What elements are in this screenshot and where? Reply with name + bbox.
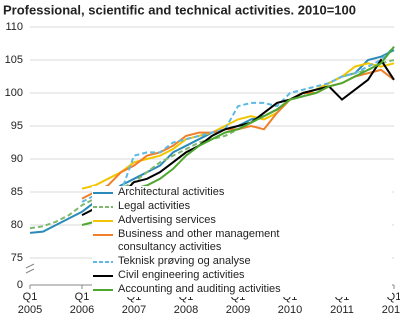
series-line	[81, 68, 395, 200]
x-tick-label: 2007	[122, 304, 146, 316]
legend-item: Teknisk prøving og analyse	[92, 255, 392, 268]
series-line	[81, 58, 395, 216]
legend-label: Advertising services	[118, 214, 216, 226]
legend-swatch	[93, 220, 113, 222]
legend-swatch	[93, 192, 113, 194]
legend-item: Legal activities	[92, 200, 392, 213]
x-tick-label: Q1	[23, 291, 38, 303]
legend-item: Accounting and auditing activities	[92, 283, 392, 296]
y-tick-label: 85	[11, 186, 23, 198]
x-tick-label: 2011	[330, 304, 354, 316]
legend-label: Civil engineering activities	[118, 269, 245, 281]
y-tick-label: 105	[5, 54, 23, 66]
legend-swatch	[93, 261, 113, 263]
legend-swatch	[93, 275, 113, 277]
x-tick-label: 2006	[70, 304, 94, 316]
legend-item: Advertising services	[92, 214, 392, 227]
x-tick-label: 2009	[226, 304, 250, 316]
legend-item: Architectural activities	[92, 186, 392, 199]
legend-item: Business and other management consultanc…	[92, 228, 392, 254]
y-tick-label: 90	[11, 153, 23, 165]
legend-swatch	[93, 289, 113, 291]
x-tick-label: 2010	[278, 304, 302, 316]
legend-item: Civil engineering activities	[92, 269, 392, 282]
axis-break	[25, 263, 35, 274]
chart-title: Professional, scientific and technical a…	[3, 2, 356, 17]
legend-label: Legal activities	[118, 200, 191, 212]
legend-label: Business and other management consultanc…	[118, 228, 280, 253]
y-tick-label: 100	[5, 87, 23, 99]
x-tick-label: 2012	[382, 304, 400, 316]
y-tick-label: 95	[11, 120, 23, 132]
legend: Architectural activities Legal activities…	[92, 186, 392, 297]
legend-label: Architectural activities	[118, 186, 225, 198]
y-tick-label: 110	[5, 21, 23, 33]
x-tick-label: 2005	[18, 304, 42, 316]
x-tick-label: 2008	[174, 304, 198, 316]
series-line	[81, 46, 395, 203]
y-tick-label: 0	[17, 279, 23, 291]
y-tick-label: 75	[11, 252, 23, 264]
legend-label: Teknisk prøving og analyse	[118, 255, 251, 267]
y-tick-label: 80	[11, 219, 23, 231]
legend-label: Accounting and auditing activities	[118, 283, 281, 295]
legend-swatch	[93, 206, 113, 208]
x-tick-label: Q1	[75, 291, 90, 303]
legend-swatch	[93, 234, 113, 236]
